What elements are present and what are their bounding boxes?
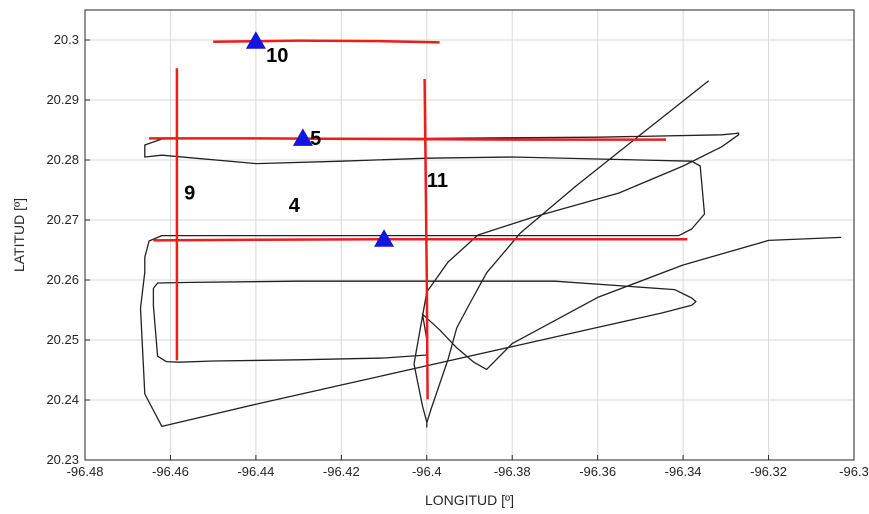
x-tick-label: -96.44 <box>237 464 274 479</box>
x-tick-label: -96.4 <box>412 464 442 479</box>
x-tick-label: -96.38 <box>494 464 531 479</box>
y-tick-label: 20.23 <box>46 452 79 467</box>
x-tick-label: -96.46 <box>152 464 189 479</box>
marker-triangle-10 <box>245 31 266 49</box>
line-label-5: 5 <box>310 128 321 150</box>
marker-triangle-4 <box>374 229 395 247</box>
y-axis-label: LATITUD [º] <box>11 198 27 272</box>
line-segment-11 <box>423 78 429 400</box>
x-tick-label: -96.48 <box>67 464 104 479</box>
line-label-4: 4 <box>289 195 301 217</box>
y-tick-label: 20.24 <box>46 392 79 407</box>
line-label-10: 10 <box>266 45 288 67</box>
x-tick-label: -96.36 <box>579 464 616 479</box>
annotation-layer: 10 5 4 9 11 <box>184 45 448 217</box>
y-tick-label: 20.29 <box>46 92 79 107</box>
line-label-11: 11 <box>427 170 448 192</box>
line-segment-5 <box>149 137 666 141</box>
y-tick-label: 20.3 <box>54 32 79 47</box>
plot-frame <box>84 9 855 461</box>
tick-layer: -96.48 -96.46 -96.44 -96.42 -96.4 -96.38 -96.3… <box>46 32 868 479</box>
series-layer <box>139 31 842 428</box>
line-segment-4 <box>153 237 688 242</box>
y-tick-label: 20.28 <box>46 152 79 167</box>
flight-track-line <box>139 80 842 428</box>
x-axis-label: LONGITUD [º] <box>425 492 514 508</box>
x-tick-label: -96.34 <box>665 464 702 479</box>
y-tick-label: 20.26 <box>46 272 79 287</box>
x-tick-label: -96.32 <box>750 464 787 479</box>
line-label-9: 9 <box>184 183 195 205</box>
x-tick-label: -96.42 <box>323 464 360 479</box>
marker-triangle-5 <box>292 128 313 146</box>
x-tick-label: -96.3 <box>839 464 869 479</box>
y-tick-label: 20.27 <box>46 212 79 227</box>
y-tick-label: 20.25 <box>46 332 79 347</box>
